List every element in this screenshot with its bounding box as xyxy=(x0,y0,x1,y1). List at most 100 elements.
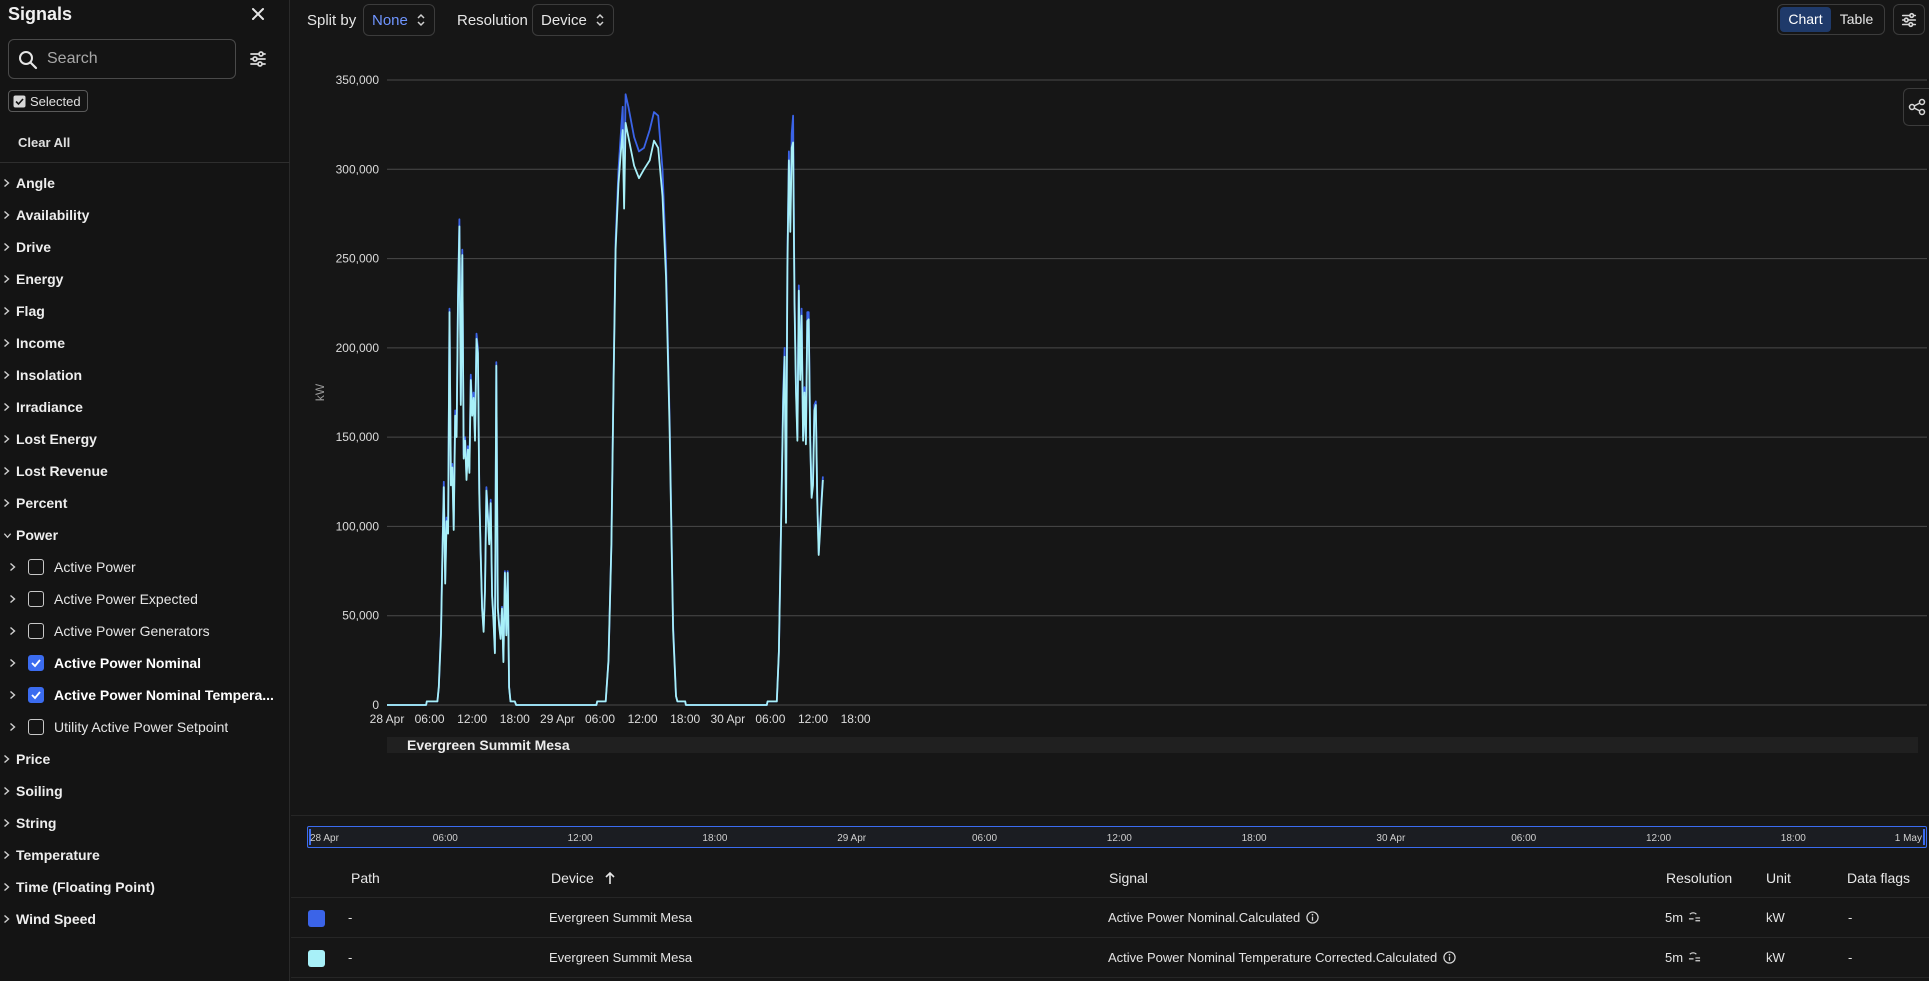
chevron-right-icon[interactable] xyxy=(9,690,19,700)
cell-resolution: 5m xyxy=(1665,910,1701,926)
table-view-tab[interactable]: Table xyxy=(1839,11,1874,27)
series-line-2[interactable] xyxy=(387,122,824,706)
cell-unit: kW xyxy=(1766,910,1785,925)
x-tick-label: 18:00 xyxy=(841,712,871,726)
tree-category-angle[interactable]: Angle xyxy=(0,167,290,199)
header-device[interactable]: Device xyxy=(551,870,616,886)
series-line-1[interactable] xyxy=(387,93,824,706)
selected-chip-label: Selected xyxy=(30,93,81,109)
tree-category-energy[interactable]: Energy xyxy=(0,263,290,295)
header-data-flags[interactable]: Data flags xyxy=(1847,870,1911,886)
close-icon[interactable] xyxy=(248,4,268,24)
tree-category-string[interactable]: String xyxy=(0,807,290,839)
navigator-tick-label: 12:00 xyxy=(567,833,593,844)
search-input[interactable]: Search xyxy=(8,39,236,79)
chevron-right-icon xyxy=(3,178,12,188)
tree-category-percent[interactable]: Percent xyxy=(0,487,290,519)
header-path[interactable]: Path xyxy=(351,870,380,886)
signal-checkbox[interactable] xyxy=(28,559,44,575)
signal-checkbox[interactable] xyxy=(28,591,44,607)
tree-category-power[interactable]: Power xyxy=(0,519,290,551)
info-icon[interactable] xyxy=(1306,910,1319,927)
filter-settings-icon[interactable] xyxy=(248,49,268,69)
split-by-select[interactable]: None xyxy=(363,4,435,36)
navigator-left-handle[interactable] xyxy=(309,829,311,845)
signal-tree: Angle Availability Drive Energy Flag Income In… xyxy=(0,167,290,935)
header-resolution[interactable]: Resolution xyxy=(1666,870,1733,886)
resolution-value: Device xyxy=(541,11,587,29)
share-button[interactable] xyxy=(1903,88,1929,126)
chevron-right-icon[interactable] xyxy=(9,626,19,636)
tree-category-time-floating-point[interactable]: Time (Floating Point) xyxy=(0,871,290,903)
table-row[interactable]: - Evergreen Summit Mesa Active Power Nomin… xyxy=(291,898,1929,938)
tree-category-label: Energy xyxy=(16,271,64,287)
series-color-swatch[interactable] xyxy=(308,950,325,967)
chevron-right-icon[interactable] xyxy=(9,594,19,604)
signal-checkbox[interactable] xyxy=(28,655,44,671)
chart-settings-button[interactable] xyxy=(1893,4,1925,35)
tree-category-flag[interactable]: Flag xyxy=(0,295,290,327)
header-signal[interactable]: Signal xyxy=(1109,870,1148,886)
series-color-swatch[interactable] xyxy=(308,910,325,927)
search-icon xyxy=(19,51,38,70)
tree-category-soiling[interactable]: Soiling xyxy=(0,775,290,807)
cell-signal-text: Active Power Nominal Temperature Correct… xyxy=(1108,950,1438,965)
signal-checkbox[interactable] xyxy=(28,687,44,703)
navigator-tick-label: 06:00 xyxy=(1511,833,1537,844)
chart-view-tab[interactable]: Chart xyxy=(1780,7,1831,32)
tree-category-temperature[interactable]: Temperature xyxy=(0,839,290,871)
info-icon[interactable] xyxy=(1443,950,1456,967)
tree-category-insolation[interactable]: Insolation xyxy=(0,359,290,391)
x-tick-label: 29 Apr xyxy=(540,712,575,726)
table-row[interactable]: - Evergreen Summit Mesa Active Power Nomin… xyxy=(291,938,1929,978)
signal-item-active-power-nominal[interactable]: Active Power Nominal xyxy=(0,647,290,679)
navigator-tick-label: 28 Apr xyxy=(310,833,339,844)
chevron-right-icon[interactable] xyxy=(9,658,19,668)
tree-category-wind-speed[interactable]: Wind Speed xyxy=(0,903,290,935)
signal-item-active-power[interactable]: Active Power xyxy=(0,551,290,583)
chevron-right-icon xyxy=(3,274,12,284)
selected-filter-chip[interactable]: Selected xyxy=(8,90,88,112)
cell-signal: Active Power Nominal Temperature Correct… xyxy=(1108,950,1456,967)
navigator-right-handle[interactable] xyxy=(1923,829,1925,845)
cell-data-flags: - xyxy=(1848,950,1853,965)
navigator-tick-label: 29 Apr xyxy=(837,833,867,844)
chevron-right-icon[interactable] xyxy=(9,722,19,732)
chevron-right-icon xyxy=(3,242,12,252)
signal-item-active-power-generators[interactable]: Active Power Generators xyxy=(0,615,290,647)
signal-item-utility-active-power-setpoint[interactable]: Utility Active Power Setpoint xyxy=(0,711,290,743)
power-line-chart: 0 50,000 100,000 150,000 200,000 250,000 300,0… xyxy=(313,73,1927,726)
resolution-select[interactable]: Device xyxy=(532,4,614,36)
tree-category-price[interactable]: Price xyxy=(0,743,290,775)
tree-category-income[interactable]: Income xyxy=(0,327,290,359)
signal-item-active-power-nominal-temperature-corrected[interactable]: Active Power Nominal Tempera... xyxy=(0,679,290,711)
main-panel: Split by None Resolution Device Chart Ta… xyxy=(291,0,1929,981)
y-tick-label: 200,000 xyxy=(336,341,380,355)
tree-category-lost-energy[interactable]: Lost Energy xyxy=(0,423,290,455)
chevron-down-icon xyxy=(3,532,12,539)
header-unit[interactable]: Unit xyxy=(1766,870,1791,886)
signal-checkbox[interactable] xyxy=(28,623,44,639)
tree-category-label: Soiling xyxy=(16,783,63,799)
tree-category-drive[interactable]: Drive xyxy=(0,231,290,263)
view-toggle: Chart Table xyxy=(1777,4,1885,35)
tree-category-lost-revenue[interactable]: Lost Revenue xyxy=(0,455,290,487)
cell-unit: kW xyxy=(1766,950,1785,965)
clear-all-button[interactable]: Clear All xyxy=(18,135,71,150)
signal-checkbox[interactable] xyxy=(28,719,44,735)
sliders-icon xyxy=(1901,12,1917,27)
split-by-value: None xyxy=(372,11,408,29)
x-tick-label: 06:00 xyxy=(585,712,615,726)
y-tick-label: 100,000 xyxy=(336,519,380,533)
tree-category-label: Percent xyxy=(16,495,68,511)
navigator-tick-label: 18:00 xyxy=(1780,833,1806,844)
tree-category-irradiance[interactable]: Irradiance xyxy=(0,391,290,423)
chevron-right-icon xyxy=(3,306,12,316)
chevron-right-icon xyxy=(3,754,12,764)
time-range-navigator[interactable]: 28 Apr 06:00 12:00 18:00 29 Apr 06:00 12:00 18:… xyxy=(307,826,1927,848)
tree-category-availability[interactable]: Availability xyxy=(0,199,290,231)
tree-category-label: Lost Revenue xyxy=(16,463,108,479)
chevron-right-icon[interactable] xyxy=(9,562,19,572)
signal-item-active-power-expected[interactable]: Active Power Expected xyxy=(0,583,290,615)
navigator-tick-label: 06:00 xyxy=(432,833,458,844)
